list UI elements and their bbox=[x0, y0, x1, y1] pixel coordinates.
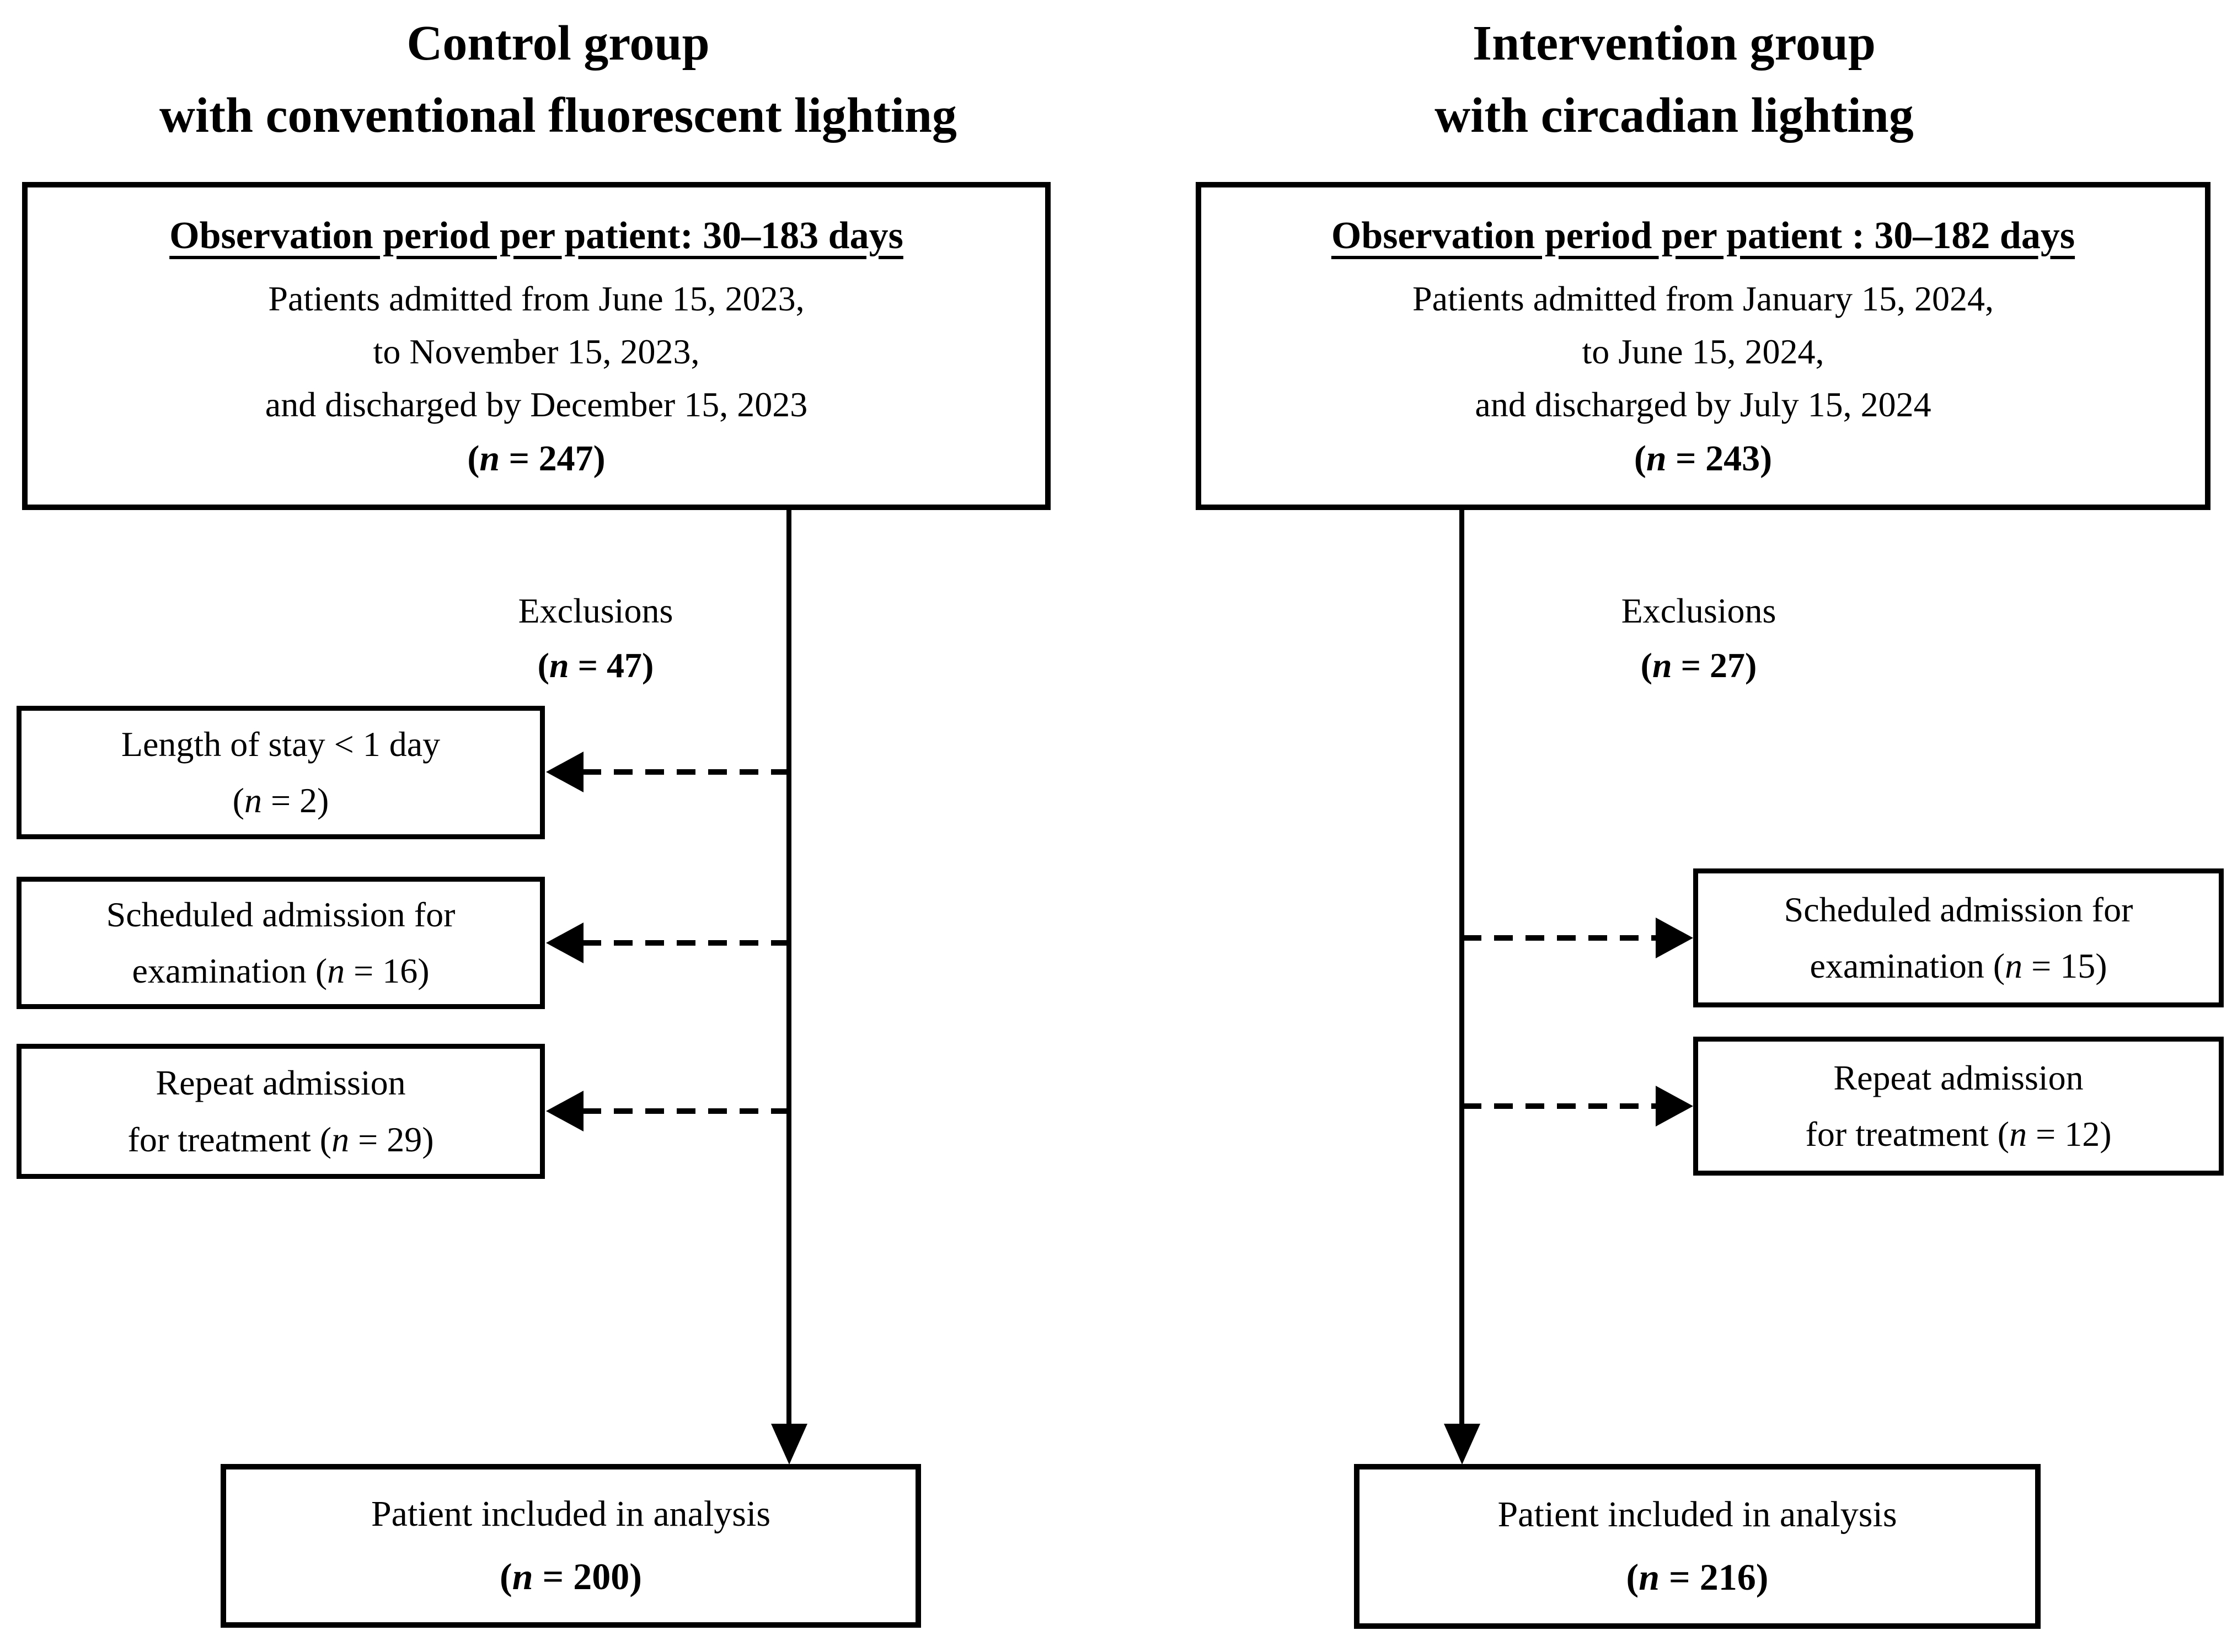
control-analysis-box: Patient included in analysis (n = 200) bbox=[221, 1464, 921, 1628]
control-title-line2: with conventional fluorescent lighting bbox=[159, 88, 957, 143]
intervention-analysis-box: Patient included in analysis (n = 216) bbox=[1354, 1464, 2041, 1629]
exclusion-line1: Scheduled admission for bbox=[106, 894, 456, 934]
control-admit-line1: Patients admitted from June 15, 2023, bbox=[268, 278, 805, 318]
control-analysis-n: (n = 200) bbox=[500, 1555, 642, 1597]
control-admit-line2: to November 15, 2023, bbox=[373, 331, 700, 371]
control-exclusions-text: Exclusions bbox=[518, 591, 673, 630]
control-dashed-arrow-1 bbox=[582, 769, 786, 775]
control-title-line1: Control group bbox=[406, 16, 710, 71]
intervention-admit-line2: to June 15, 2024, bbox=[1582, 331, 1824, 371]
exclusion-line1: Repeat admission bbox=[156, 1063, 406, 1103]
control-exclusions-label: Exclusions (n = 47) bbox=[452, 583, 739, 693]
intervention-exclusions-label: Exclusions (n = 27) bbox=[1555, 583, 1842, 693]
intervention-admit-line3: and discharged by July 15, 2024 bbox=[1475, 384, 1931, 424]
intervention-observation-heading: Observation period per patient : 30–182 … bbox=[1331, 214, 2075, 257]
exclusion-line1: Repeat admission bbox=[1833, 1058, 2084, 1097]
intervention-dashed-arrow-2 bbox=[1463, 1103, 1656, 1109]
intervention-exclusion-box-repeat-admission: Repeat admission for treatment (n = 12) bbox=[1693, 1037, 2224, 1176]
exclusion-line2: examination (n = 15) bbox=[1810, 946, 2107, 985]
control-dashed-arrow-3 bbox=[582, 1108, 786, 1114]
exclusion-line2: (n = 2) bbox=[232, 781, 329, 820]
intervention-dashed-arrowhead-right-2-icon bbox=[1656, 1086, 1693, 1127]
control-exclusion-box-length-of-stay: Length of stay < 1 day (n = 2) bbox=[17, 706, 545, 839]
control-observation-heading: Observation period per patient: 30–183 d… bbox=[169, 214, 903, 257]
control-observation-box: Observation period per patient: 30–183 d… bbox=[22, 182, 1051, 510]
intervention-exclusions-n: (n = 27) bbox=[1640, 646, 1757, 685]
intervention-title-line2: with circadian lighting bbox=[1435, 88, 1914, 143]
exclusion-line2: examination (n = 16) bbox=[132, 951, 430, 990]
control-analysis-line1: Patient included in analysis bbox=[371, 1493, 771, 1534]
intervention-observation-n: (n = 243) bbox=[1634, 438, 1773, 479]
control-dashed-arrowhead-left-2-icon bbox=[546, 922, 584, 963]
exclusion-line1: Scheduled admission for bbox=[1784, 889, 2133, 929]
control-arrowhead-down-icon bbox=[771, 1424, 807, 1465]
control-admit-line3: and discharged by December 15, 2023 bbox=[265, 384, 808, 424]
control-exclusion-box-repeat-admission: Repeat admission for treatment (n = 29) bbox=[17, 1044, 545, 1179]
control-dashed-arrow-2 bbox=[582, 940, 786, 946]
control-exclusions-n: (n = 47) bbox=[537, 646, 654, 685]
intervention-exclusion-box-scheduled-admission: Scheduled admission for examination (n =… bbox=[1693, 868, 2224, 1007]
intervention-admit-line1: Patients admitted from January 15, 2024, bbox=[1412, 278, 1994, 318]
control-flow-line bbox=[786, 510, 791, 1426]
intervention-exclusions-text: Exclusions bbox=[1621, 591, 1776, 630]
intervention-analysis-line1: Patient included in analysis bbox=[1497, 1494, 1897, 1535]
control-exclusion-box-scheduled-admission: Scheduled admission for examination (n =… bbox=[17, 877, 545, 1009]
exclusion-line2: for treatment (n = 12) bbox=[1805, 1114, 2112, 1154]
control-observation-n: (n = 247) bbox=[467, 438, 606, 479]
intervention-analysis-n: (n = 216) bbox=[1626, 1556, 1769, 1598]
intervention-arrowhead-down-icon bbox=[1444, 1424, 1480, 1465]
intervention-dashed-arrowhead-right-1-icon bbox=[1656, 918, 1693, 958]
control-column-title: Control group with conventional fluoresc… bbox=[0, 8, 1116, 152]
intervention-dashed-arrow-1 bbox=[1463, 935, 1656, 941]
control-dashed-arrowhead-left-3-icon bbox=[546, 1091, 584, 1131]
exclusion-line1: Length of stay < 1 day bbox=[121, 724, 441, 764]
intervention-flow-line bbox=[1459, 510, 1464, 1426]
exclusion-line2: for treatment (n = 29) bbox=[127, 1119, 434, 1159]
intervention-observation-box: Observation period per patient : 30–182 … bbox=[1196, 182, 2210, 510]
intervention-column-title: Intervention group with circadian lighti… bbox=[1116, 8, 2232, 152]
control-dashed-arrowhead-left-1-icon bbox=[546, 752, 584, 792]
intervention-title-line1: Intervention group bbox=[1473, 16, 1876, 71]
